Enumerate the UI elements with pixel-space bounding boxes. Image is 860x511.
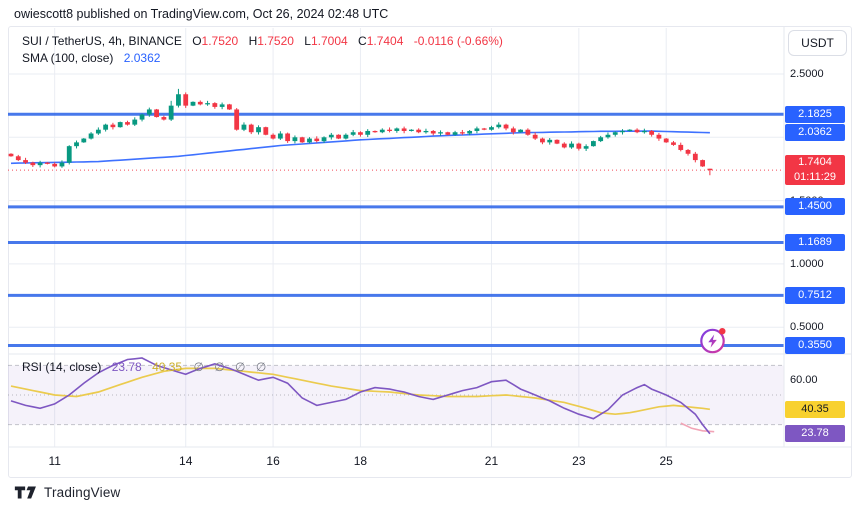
legend-row-symbol[interactable]: SUI / TetherUS, 4h, BINANCE O1.7520 H1.7… — [22, 33, 503, 50]
sma-value: 2.0362 — [123, 51, 161, 65]
legend-row-sma[interactable]: SMA (100, close) 2.0362 — [22, 50, 503, 67]
rsi-value: 23.78 — [111, 360, 142, 374]
time-axis-label-14: 14 — [179, 454, 193, 468]
rsi-legend[interactable]: RSI (14, close) 23.78 40.35 ∅ ∅ ∅ ∅ — [22, 360, 266, 374]
price-level-badge-0.3550: 0.3550 — [785, 337, 845, 355]
sma-label: SMA (100, close) — [22, 51, 114, 65]
published-header: owiescott8 published on TradingView.com,… — [14, 7, 389, 21]
chart-widget — [8, 26, 852, 478]
change-value: -0.0116 (-0.66%) — [413, 34, 503, 48]
tradingview-logo[interactable]: TradingView — [14, 485, 121, 500]
price-level-badge-0.7512: 0.7512 — [785, 286, 845, 304]
rsi-badge-40.35: 40.35 — [785, 400, 845, 418]
rsi-ma-value: 40.35 — [152, 360, 183, 374]
rsi-label: RSI (14, close) — [22, 360, 102, 374]
main-legend: SUI / TetherUS, 4h, BINANCE O1.7520 H1.7… — [22, 33, 503, 67]
price-level-badge-2.0362: 2.0362 — [785, 124, 845, 142]
boost-lightning-icon[interactable] — [697, 324, 729, 356]
current-price-badge: 1.7404 01:11:29 — [785, 155, 845, 186]
price-level-badge-2.1825: 2.1825 — [785, 105, 845, 123]
time-axis-label-16: 16 — [266, 454, 280, 468]
rsi-axis-label-60.00: 60.00 — [790, 374, 818, 387]
high-label: H — [248, 34, 258, 48]
price-axis-label-2.5000: 2.5000 — [790, 68, 824, 80]
symbol-title[interactable]: SUI / TetherUS, 4h, BINANCE — [22, 34, 182, 48]
price-axis-label-0.5000: 0.5000 — [790, 321, 824, 334]
close-label: C — [358, 34, 367, 48]
currency-toggle-button[interactable]: USDT — [788, 30, 847, 56]
open-value: 1.7520 — [201, 34, 239, 48]
price-axis-label-1.0000: 1.0000 — [790, 257, 824, 270]
tradingview-logo-text: TradingView — [44, 485, 121, 500]
open-label: O — [192, 34, 202, 48]
time-axis-label-18: 18 — [353, 454, 368, 468]
time-axis-label-21: 21 — [484, 454, 499, 468]
time-axis-label-25: 25 — [659, 454, 673, 468]
price-level-badge-1.1689: 1.1689 — [785, 234, 845, 252]
time-axis-label-23: 23 — [572, 454, 586, 468]
tradingview-logo-icon — [14, 486, 36, 499]
rsi-badge-23.78: 23.78 — [785, 425, 845, 443]
rsi-empty-values: ∅ ∅ ∅ ∅ — [193, 360, 267, 374]
low-label: L — [304, 34, 311, 48]
price-level-badge-1.4500: 1.4500 — [785, 198, 845, 216]
close-value: 1.7404 — [366, 34, 404, 48]
low-value: 1.7004 — [310, 34, 348, 48]
time-axis-label-11: 11 — [48, 454, 61, 468]
high-value: 1.7520 — [257, 34, 294, 48]
